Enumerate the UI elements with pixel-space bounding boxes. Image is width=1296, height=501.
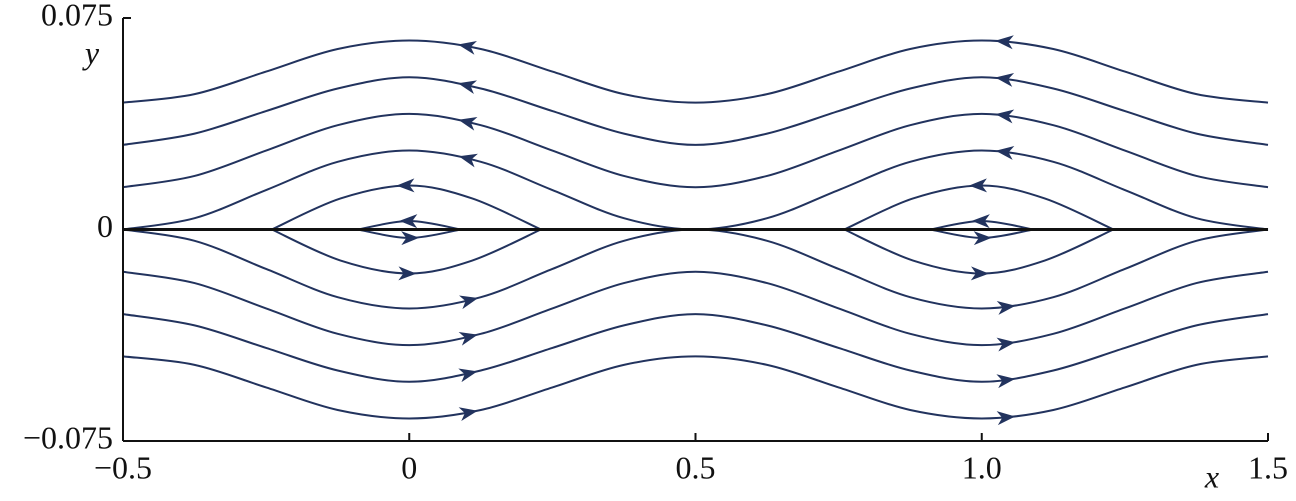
flow-arrow [398, 266, 417, 281]
x-tick-label: 1.5 [1248, 449, 1288, 485]
flow-arrow [458, 368, 478, 383]
x-tick-label: 0.5 [676, 449, 716, 485]
flow-arrow [995, 109, 1015, 124]
flow-arrow [995, 146, 1015, 160]
flow-arrow [970, 266, 989, 281]
flow-arrow [973, 231, 992, 246]
flow-arrow [995, 72, 1015, 87]
arrow-guide [123, 41, 1268, 103]
arrow-guide [123, 272, 1268, 345]
streamline [122, 270, 1269, 347]
x-tick-label: −0.5 [94, 449, 152, 485]
streamline [122, 39, 1269, 104]
flow-arrow [458, 153, 478, 168]
y-tick-label: −0.075 [23, 419, 113, 455]
flow-arrow [996, 374, 1016, 389]
flow-arrow [996, 301, 1016, 315]
flow-arrow [458, 407, 478, 421]
arrow-guide [123, 314, 1268, 382]
flow-arrow [396, 178, 415, 193]
flow-arrow [459, 295, 479, 310]
flow-arrow [457, 41, 477, 55]
streamline [122, 313, 1269, 383]
flow-arrow [458, 332, 478, 346]
flow-arrow [996, 411, 1016, 426]
flow-arrow [995, 35, 1014, 50]
flow-arrow [971, 214, 990, 229]
flow-arrow [458, 117, 478, 131]
flow-arrow [399, 214, 418, 229]
streamline [122, 112, 1269, 189]
flow-arrow [996, 337, 1016, 352]
streamline [122, 355, 1269, 420]
flow-arrow [401, 231, 420, 246]
flow-arrow [457, 80, 478, 95]
flow-arrow [968, 178, 988, 193]
streamline [122, 76, 1269, 146]
y-tick-label: 0 [97, 208, 113, 244]
streamline [271, 228, 1114, 275]
streamline [271, 184, 1114, 231]
arrow-guide [123, 356, 1268, 418]
y-axis-label: y [82, 34, 100, 70]
x-tick-label: 1.0 [962, 449, 1002, 485]
x-tick-label: 0 [401, 449, 417, 485]
y-tick-label: 0.075 [41, 0, 113, 32]
x-axis-label: x [1204, 458, 1219, 494]
arrow-guide [123, 77, 1268, 145]
arrow-guide [123, 114, 1268, 187]
